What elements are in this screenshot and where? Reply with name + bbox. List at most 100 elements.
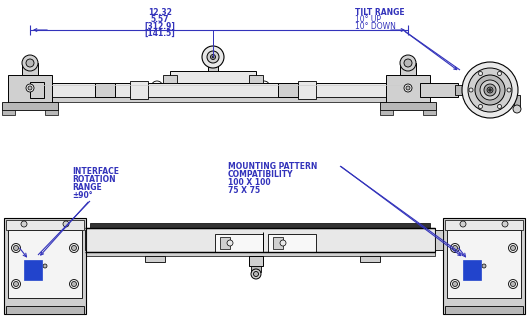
Bar — [145, 256, 165, 262]
Bar — [85, 228, 435, 252]
Circle shape — [482, 264, 486, 268]
Circle shape — [513, 105, 521, 113]
Bar — [163, 75, 177, 83]
Bar — [2, 102, 58, 110]
Circle shape — [484, 84, 496, 96]
Circle shape — [510, 245, 515, 251]
Circle shape — [502, 221, 508, 227]
Text: ±90°: ±90° — [72, 191, 93, 200]
Circle shape — [212, 56, 214, 58]
Circle shape — [497, 104, 501, 108]
Circle shape — [510, 281, 515, 287]
Circle shape — [404, 59, 412, 67]
Circle shape — [21, 221, 27, 227]
Circle shape — [253, 272, 259, 276]
Circle shape — [469, 88, 473, 92]
Bar — [514, 95, 520, 109]
Bar — [443, 218, 525, 314]
Bar — [249, 75, 263, 83]
Circle shape — [404, 84, 412, 92]
Bar — [8, 75, 52, 107]
Bar — [380, 102, 436, 110]
Text: 10° DOWN: 10° DOWN — [355, 22, 396, 31]
Bar — [24, 260, 42, 280]
Text: COMPATIBILITY: COMPATIBILITY — [228, 170, 294, 179]
Bar — [445, 306, 523, 314]
Circle shape — [26, 59, 34, 67]
Text: 75 X 75: 75 X 75 — [228, 186, 260, 195]
Circle shape — [479, 104, 482, 108]
Circle shape — [400, 55, 416, 71]
Bar — [220, 237, 230, 249]
Text: TILT RANGE: TILT RANGE — [355, 8, 405, 17]
Bar — [455, 85, 463, 95]
Bar — [420, 83, 458, 97]
Circle shape — [497, 72, 501, 76]
Bar — [394, 82, 408, 98]
Circle shape — [12, 280, 21, 288]
Bar — [215, 234, 263, 252]
Bar — [22, 63, 38, 75]
Circle shape — [211, 54, 215, 59]
Text: INTERFACE: INTERFACE — [72, 167, 119, 176]
Circle shape — [69, 280, 78, 288]
Bar — [360, 256, 380, 262]
Text: [141.5]: [141.5] — [144, 29, 176, 38]
Bar — [445, 220, 523, 230]
Circle shape — [69, 244, 78, 252]
Bar — [435, 230, 443, 250]
Bar — [6, 220, 84, 230]
Circle shape — [28, 86, 32, 90]
Text: RANGE: RANGE — [72, 183, 102, 192]
Circle shape — [207, 51, 219, 63]
Circle shape — [460, 221, 466, 227]
Text: 100 X 100: 100 X 100 — [228, 178, 271, 187]
Circle shape — [508, 280, 517, 288]
Circle shape — [479, 72, 482, 76]
Bar — [4, 218, 86, 314]
Bar — [423, 110, 436, 115]
Circle shape — [14, 245, 19, 251]
Bar — [273, 237, 283, 249]
Circle shape — [475, 75, 505, 105]
Bar — [463, 260, 481, 280]
Circle shape — [251, 269, 261, 279]
Bar — [30, 83, 408, 97]
Bar — [170, 71, 256, 83]
Circle shape — [14, 281, 19, 287]
Bar — [298, 81, 316, 99]
Text: 12.32: 12.32 — [148, 8, 172, 17]
Bar — [90, 223, 430, 228]
Circle shape — [71, 245, 77, 251]
Bar — [447, 230, 521, 298]
Circle shape — [202, 46, 224, 68]
Circle shape — [480, 80, 500, 100]
Circle shape — [508, 244, 517, 252]
Text: 5.57: 5.57 — [151, 15, 169, 24]
Circle shape — [63, 221, 69, 227]
Bar — [85, 252, 435, 256]
Circle shape — [468, 68, 512, 112]
Circle shape — [487, 87, 493, 93]
Circle shape — [462, 62, 518, 118]
Bar — [6, 306, 84, 314]
Circle shape — [26, 84, 34, 92]
Bar — [251, 266, 261, 272]
Bar — [400, 63, 416, 75]
Circle shape — [452, 281, 458, 287]
Text: [312.9]: [312.9] — [144, 22, 176, 31]
Circle shape — [280, 240, 286, 246]
Circle shape — [451, 280, 460, 288]
Text: 10° UP: 10° UP — [355, 15, 381, 24]
Bar — [208, 57, 218, 83]
Bar — [85, 230, 86, 250]
Text: ROTATION: ROTATION — [72, 175, 116, 184]
Bar — [268, 234, 316, 252]
Bar — [386, 75, 430, 107]
Circle shape — [406, 86, 410, 90]
Bar — [95, 83, 115, 97]
Bar — [30, 97, 408, 102]
Circle shape — [12, 244, 21, 252]
Circle shape — [451, 244, 460, 252]
Bar — [45, 110, 58, 115]
